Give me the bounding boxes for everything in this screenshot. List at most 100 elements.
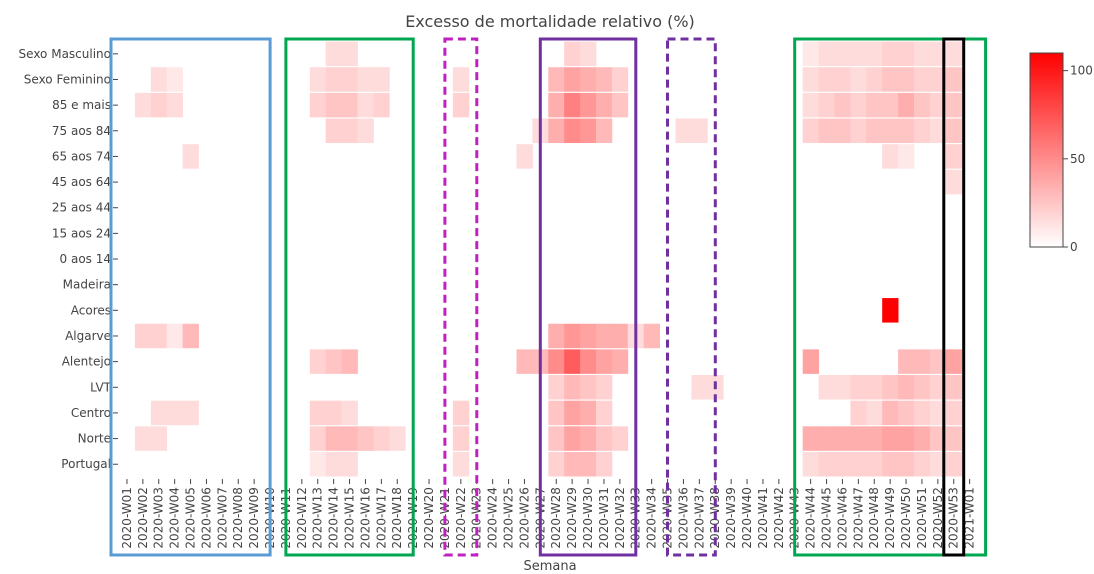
heatmap-cell — [882, 67, 899, 92]
heatmap-cell — [882, 426, 899, 451]
heatmap-cell — [166, 400, 183, 426]
heatmap-cell — [691, 118, 708, 144]
heatmap-cell — [834, 41, 851, 67]
heatmap-cell — [850, 451, 867, 477]
heatmap-cell — [691, 375, 708, 400]
heatmap-cell — [548, 349, 565, 374]
x-tick-label: 2020-W06 — [199, 487, 213, 549]
x-tick-label: 2020-W51 — [915, 487, 929, 549]
x-tick-label: 2020-W17 — [374, 487, 388, 549]
x-tick-label: 2020-W16 — [358, 487, 372, 549]
heatmap-cell — [945, 67, 963, 92]
x-tick-label: 2020-W20 — [422, 487, 436, 549]
heatmap-cell — [818, 375, 835, 400]
heatmap-cell — [596, 67, 613, 92]
heatmap-cell — [341, 349, 358, 374]
heatmap-cell — [882, 144, 899, 169]
heatmap-cell — [580, 92, 597, 118]
heatmap-cell — [548, 451, 565, 477]
heatmap-cell — [150, 400, 168, 426]
heatmap-cell — [166, 323, 183, 349]
heatmap-cell — [945, 451, 963, 477]
x-tick-label: 2020-W30 — [581, 487, 595, 549]
x-tick-label: 2020-W31 — [597, 487, 611, 549]
heatmap-cell — [182, 400, 199, 426]
heatmap-cell — [914, 349, 931, 374]
heatmap-cell — [596, 349, 613, 374]
heatmap-cell — [818, 92, 835, 118]
heatmap-cell — [818, 67, 835, 92]
x-tick-label: 2020-W53 — [947, 487, 961, 549]
heatmap-cell — [834, 67, 851, 92]
heatmap-cell — [802, 118, 819, 144]
x-tick-label: 2020-W01 — [120, 487, 134, 549]
heatmap-cell — [834, 118, 851, 144]
y-tick-label: 25 aos 44 — [52, 201, 111, 215]
heatmap-cell — [611, 92, 629, 118]
heatmap-cell — [150, 67, 168, 92]
y-tick-label: Alentejo — [62, 355, 111, 369]
heatmap-cell — [309, 92, 327, 118]
heatmap-cell — [548, 426, 565, 451]
x-tick-label: 2020-W39 — [724, 487, 738, 549]
heatmap-cell — [866, 400, 883, 426]
heatmap-cell — [309, 451, 327, 477]
y-tick-label: 85 e mais — [52, 98, 111, 112]
heatmap-cell — [866, 118, 883, 144]
heatmap-cell — [580, 349, 597, 374]
heatmap-cell — [818, 451, 835, 477]
y-tick-label: 65 aos 74 — [52, 149, 111, 163]
x-tick-label: 2020-W26 — [517, 487, 531, 549]
heatmap-cell — [914, 67, 931, 92]
y-tick-label: Portugal — [61, 457, 111, 471]
heatmap-cell — [929, 426, 947, 451]
x-tick-label: 2020-W42 — [772, 487, 786, 549]
heatmap-cell — [914, 375, 931, 400]
heatmap-cell — [341, 92, 358, 118]
heatmap-cell — [898, 41, 915, 67]
heatmap-cell — [182, 144, 199, 169]
heatmap-cell — [882, 92, 899, 118]
x-tick-label: 2020-W12 — [295, 487, 309, 549]
heatmap-cell — [548, 323, 565, 349]
heatmap-cell — [357, 426, 374, 451]
heatmap-cell — [914, 92, 931, 118]
heatmap-cell — [580, 118, 597, 144]
heatmap-cell — [596, 118, 613, 144]
heatmap-cell — [882, 400, 899, 426]
x-tick-label: 2020-W47 — [851, 487, 865, 549]
x-axis-title: Semana — [523, 559, 576, 574]
heatmap-cell — [564, 118, 581, 144]
heatmap-cell — [898, 144, 915, 169]
x-tick-label: 2020-W03 — [152, 487, 166, 549]
heatmap-cell — [548, 67, 565, 92]
heatmap-cell — [596, 323, 613, 349]
heatmap-cell — [882, 298, 899, 323]
x-tick-label: 2020-W45 — [820, 487, 834, 549]
highlight-box — [793, 37, 988, 557]
heatmap-cell — [564, 323, 581, 349]
heatmap-cell — [309, 426, 327, 451]
y-tick-label: Algarve — [65, 329, 111, 343]
heatmap-cell — [357, 92, 374, 118]
heatmap-cell — [548, 92, 565, 118]
heatmap-cell — [945, 169, 963, 195]
x-tick-label: 2020-W05 — [184, 487, 198, 549]
heatmap-cell — [452, 400, 470, 426]
heatmap-cell — [564, 92, 581, 118]
colorbar-tick-label: 0 — [1070, 240, 1078, 254]
highlight-box — [109, 37, 272, 557]
heatmap-cell — [818, 426, 835, 451]
heatmap-cell — [866, 41, 883, 67]
heatmap-cell — [325, 67, 342, 92]
x-tick-label: 2020-W22 — [454, 487, 468, 549]
heatmap-cell — [596, 92, 613, 118]
heatmap-cell — [580, 451, 597, 477]
heatmap-cell — [325, 349, 342, 374]
heatmap-cell — [548, 375, 565, 400]
heatmap-cell — [945, 349, 963, 374]
heatmap-cell — [882, 451, 899, 477]
heatmap-cell — [564, 426, 581, 451]
heatmap-cell — [850, 375, 867, 400]
